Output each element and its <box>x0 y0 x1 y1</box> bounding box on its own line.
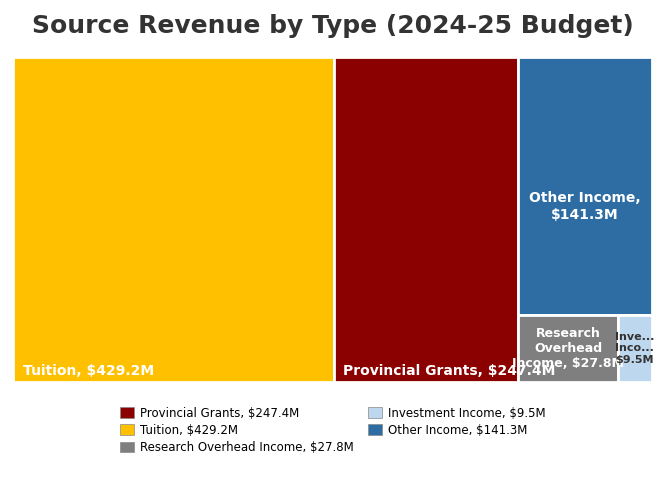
Text: Tuition, $429.2M: Tuition, $429.2M <box>23 364 154 378</box>
Text: Research
Overhead
Income, $27.8M: Research Overhead Income, $27.8M <box>512 327 624 370</box>
Bar <box>519 315 618 382</box>
Text: Source Revenue by Type (2024-25 Budget): Source Revenue by Type (2024-25 Budget) <box>32 14 633 38</box>
Text: Inve...
Inco...
$9.5M: Inve... Inco... $9.5M <box>615 332 654 365</box>
Text: Provincial Grants, $247.4M: Provincial Grants, $247.4M <box>343 364 556 378</box>
Bar <box>13 57 334 382</box>
Bar <box>519 57 652 315</box>
Bar <box>618 315 652 382</box>
Text: Other Income,
$141.3M: Other Income, $141.3M <box>529 191 641 222</box>
Legend: Provincial Grants, $247.4M, Tuition, $429.2M, Research Overhead Income, $27.8M, : Provincial Grants, $247.4M, Tuition, $42… <box>116 403 549 457</box>
Bar <box>334 57 519 382</box>
